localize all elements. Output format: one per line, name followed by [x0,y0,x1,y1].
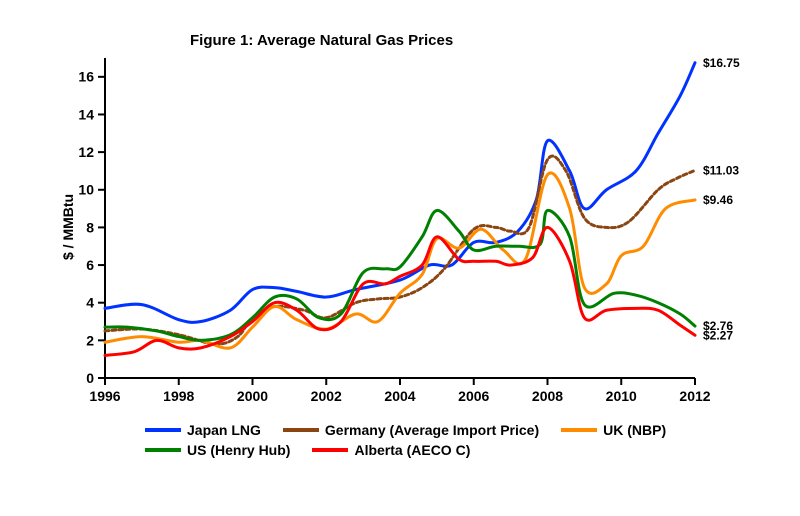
series-end-label: $16.75 [703,56,740,70]
legend-swatch [145,448,181,452]
x-tick-label: 2012 [679,388,710,404]
legend-label: Germany (Average Import Price) [325,422,539,438]
x-tick-label: 1998 [163,388,194,404]
legend-label: Alberta (AECO C) [354,442,470,458]
legend-item: UK (NBP) [561,422,666,438]
legend-swatch [145,428,181,432]
series-line [105,156,695,344]
series-end-label: $11.03 [703,164,739,178]
y-tick-label: 12 [78,144,94,160]
legend-label: UK (NBP) [603,422,666,438]
x-tick-label: 1996 [89,388,120,404]
legend-item: US (Henry Hub) [145,442,290,458]
legend-label: Japan LNG [187,422,261,438]
legend-swatch [312,448,348,452]
x-tick-label: 2010 [606,388,637,404]
legend-item: Japan LNG [145,422,261,438]
y-tick-label: 0 [86,370,94,386]
x-tick-label: 2002 [311,388,342,404]
y-tick-label: 4 [86,295,94,311]
legend: Japan LNG Germany (Average Import Price) U… [145,422,685,458]
y-tick-label: 14 [78,106,94,122]
chart-container: Figure 1: Average Natural Gas Prices $ /… [0,0,800,516]
y-tick-label: 2 [86,332,94,348]
y-tick-label: 10 [78,182,94,198]
y-tick-label: 16 [78,69,94,85]
legend-item: Alberta (AECO C) [312,442,470,458]
x-tick-label: 2004 [384,388,415,404]
legend-label: US (Henry Hub) [187,442,290,458]
legend-swatch [561,428,597,432]
y-tick-label: 6 [86,257,94,273]
x-tick-label: 2008 [532,388,563,404]
legend-item: Germany (Average Import Price) [283,422,539,438]
series-end-label: $9.46 [703,193,733,207]
legend-swatch [283,428,319,432]
y-tick-label: 8 [86,219,94,235]
x-tick-label: 2000 [237,388,268,404]
series-end-label: $2.27 [703,328,733,342]
x-tick-label: 2006 [458,388,489,404]
